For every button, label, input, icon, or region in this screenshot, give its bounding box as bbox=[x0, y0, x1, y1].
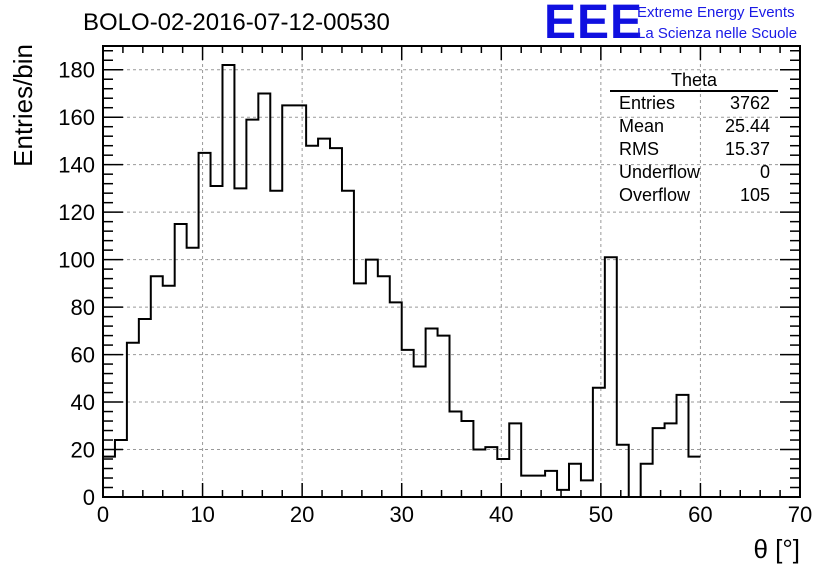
histogram-series bbox=[102, 63, 701, 498]
y-tick-label: 0 bbox=[83, 485, 95, 510]
x-tick-label: 50 bbox=[589, 502, 613, 527]
experiment-name: Extreme Energy Events bbox=[637, 4, 795, 21]
stats-value: 3762 bbox=[729, 93, 770, 113]
y-axis-label: Entries/bin bbox=[8, 44, 38, 167]
stats-row-underflow: Underflow 0 bbox=[610, 161, 778, 184]
y-tick-label: 100 bbox=[58, 248, 95, 273]
stats-label: Overflow bbox=[619, 185, 691, 205]
y-tick-label: 140 bbox=[58, 153, 95, 178]
eee-logo: EEE bbox=[544, 0, 644, 49]
stats-row-overflow: Overflow 105 bbox=[610, 184, 778, 207]
x-tick-label: 60 bbox=[688, 502, 712, 527]
y-tick-label: 120 bbox=[58, 200, 95, 225]
stats-value: 0 bbox=[759, 162, 770, 182]
x-tick-label: 40 bbox=[489, 502, 513, 527]
stats-row-entries: Entries 3762 bbox=[610, 92, 778, 115]
x-tick-label: 70 bbox=[788, 502, 812, 527]
stats-value: 105 bbox=[739, 185, 770, 205]
experiment-subtitle: La Scienza nelle Scuole bbox=[637, 25, 798, 42]
x-axis-label: θ [°] bbox=[753, 534, 800, 564]
plot-frame bbox=[102, 45, 801, 498]
stats-label: Entries bbox=[619, 93, 676, 113]
y-tick-label: 180 bbox=[58, 58, 95, 83]
y-tick-label: 60 bbox=[71, 343, 95, 368]
stats-label: Underflow bbox=[619, 162, 701, 182]
stats-label: RMS bbox=[619, 139, 659, 159]
chart-title: BOLO-02-2016-07-12-00530 bbox=[83, 9, 390, 36]
x-tick-label: 10 bbox=[190, 502, 214, 527]
x-tick-label: 20 bbox=[290, 502, 314, 527]
stats-title: Theta bbox=[610, 70, 778, 92]
axis-ticks bbox=[102, 46, 801, 498]
y-tick-label: 80 bbox=[71, 295, 95, 320]
tick-labels: 0 10 20 30 40 50 60 70 0 20 40 60 80 100 120 140 160 180 bbox=[58, 58, 812, 527]
stats-row-rms: RMS 15.37 bbox=[610, 138, 778, 161]
y-tick-label: 160 bbox=[58, 105, 95, 130]
y-tick-label: 20 bbox=[71, 438, 95, 463]
x-tick-label: 0 bbox=[97, 502, 109, 527]
x-tick-label: 30 bbox=[389, 502, 413, 527]
stats-value: 25.44 bbox=[724, 116, 770, 136]
grid-lines bbox=[103, 46, 800, 497]
stats-box: Theta Entries 3762 Mean 25.44 RMS 15.37 … bbox=[610, 70, 778, 207]
stats-row-mean: Mean 25.44 bbox=[610, 115, 778, 138]
stats-value: 15.37 bbox=[724, 139, 770, 159]
stats-label: Mean bbox=[619, 116, 665, 136]
y-tick-label: 40 bbox=[71, 390, 95, 415]
